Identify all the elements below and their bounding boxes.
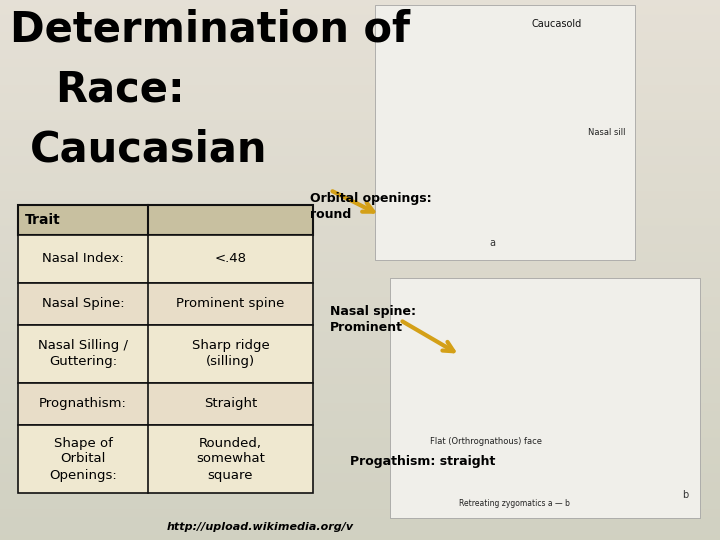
Text: Caucasian: Caucasian <box>30 128 268 170</box>
Text: a: a <box>489 238 495 248</box>
Text: Determination of: Determination of <box>10 8 410 50</box>
Text: Race:: Race: <box>55 68 184 110</box>
Bar <box>390 278 700 518</box>
Bar <box>18 325 313 383</box>
Text: Prominent spine: Prominent spine <box>176 298 284 310</box>
Text: Retreating zygomatics a — b: Retreating zygomatics a — b <box>459 499 570 508</box>
Text: Nasal sill: Nasal sill <box>588 128 625 137</box>
Text: Caucasold: Caucasold <box>532 19 582 29</box>
Text: Trait: Trait <box>25 213 60 227</box>
Bar <box>18 235 313 283</box>
Text: http://upload.wikimedia.org/v: http://upload.wikimedia.org/v <box>166 522 354 532</box>
Text: Progathism: straight: Progathism: straight <box>350 455 495 468</box>
Text: <.48: <.48 <box>215 253 246 266</box>
Bar <box>18 283 313 325</box>
Text: Nasal Index:: Nasal Index: <box>42 253 124 266</box>
Text: Nasal Spine:: Nasal Spine: <box>42 298 125 310</box>
Text: b: b <box>682 490 688 500</box>
Text: Prognathism:: Prognathism: <box>39 397 127 410</box>
Text: Flat (Orthrognathous) face: Flat (Orthrognathous) face <box>430 437 542 445</box>
Text: Sharp ridge
(silling): Sharp ridge (silling) <box>192 340 269 368</box>
Text: Rounded,
somewhat
square: Rounded, somewhat square <box>196 436 265 482</box>
Text: Orbital openings:
round: Orbital openings: round <box>310 192 431 221</box>
Text: Straight: Straight <box>204 397 257 410</box>
Bar <box>18 205 313 235</box>
Text: Shape of
Orbital
Openings:: Shape of Orbital Openings: <box>49 436 117 482</box>
Text: Nasal spine:
Prominent: Nasal spine: Prominent <box>330 305 416 334</box>
Text: Nasal Silling /
Guttering:: Nasal Silling / Guttering: <box>38 340 128 368</box>
Bar <box>375 5 635 260</box>
Bar <box>18 425 313 493</box>
Bar <box>18 383 313 425</box>
